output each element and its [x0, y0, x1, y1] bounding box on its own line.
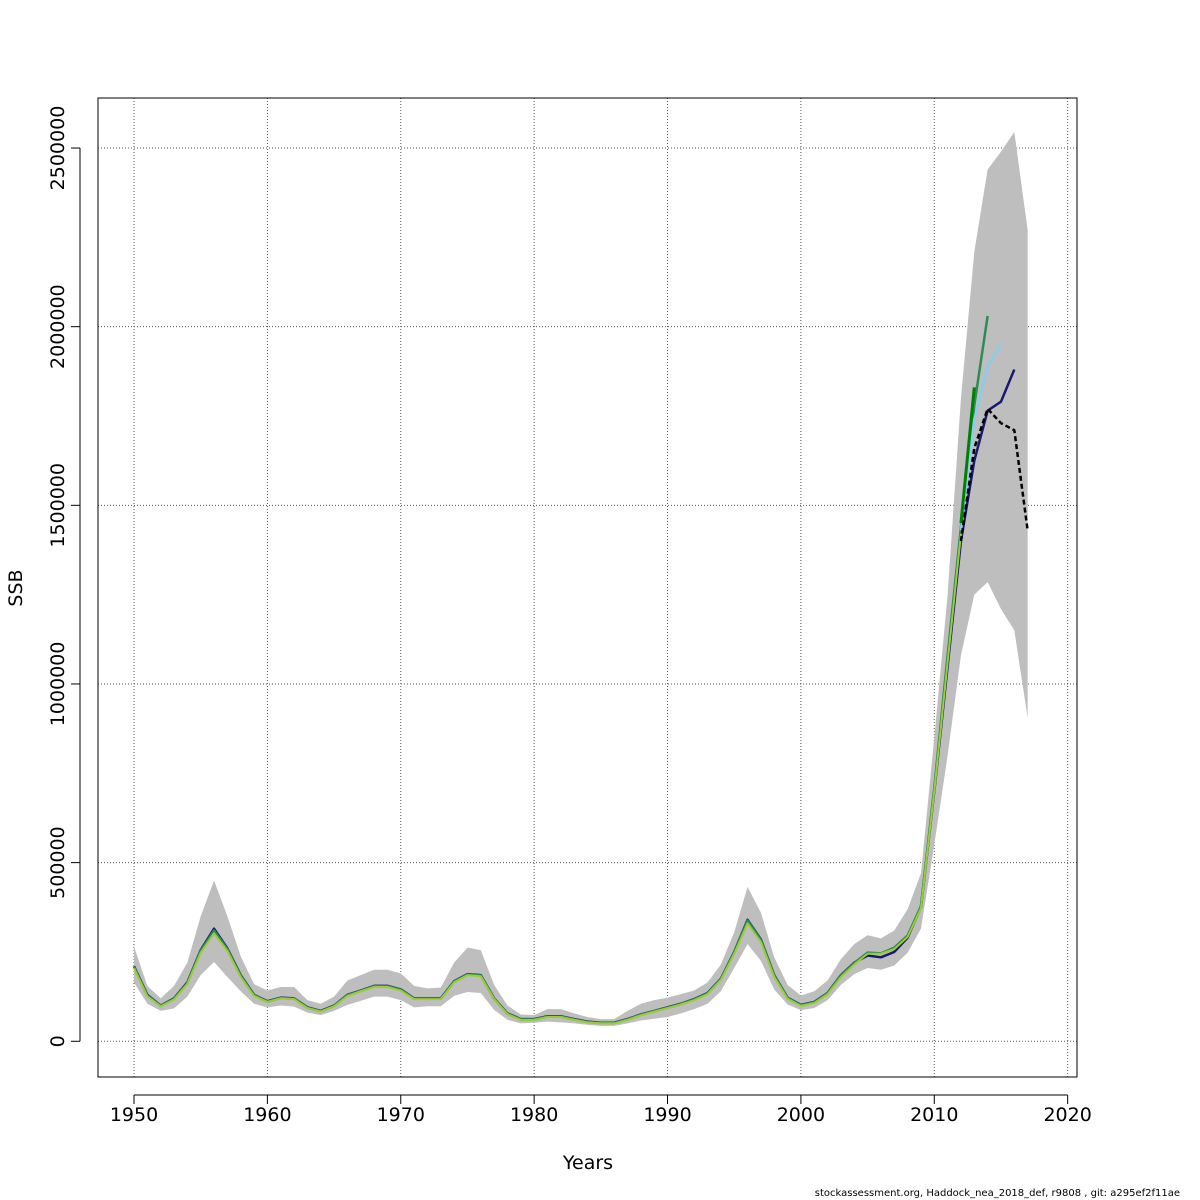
series-line-1 [132, 369, 1016, 1024]
plot-frame [97, 97, 1078, 1078]
x-tick-label: 1960 [243, 1104, 291, 1126]
y-tick-label: 1500000 [47, 463, 69, 548]
series-line-3 [959, 343, 1003, 531]
series-line-5 [133, 533, 962, 1025]
x-tick-label: 1990 [643, 1104, 691, 1126]
x-tick-label: 1970 [377, 1104, 425, 1126]
y-tick-label: 2500000 [47, 106, 69, 191]
confidence-band-area [134, 131, 1028, 1026]
grid [98, 98, 1077, 1077]
x-tick-label: 1950 [110, 1104, 158, 1126]
y-axis: 0 500000 1000000 1500000 2000000 2500000 [47, 106, 81, 1047]
y-tick-label: 2000000 [47, 284, 69, 369]
x-tick-label: 2000 [777, 1104, 825, 1126]
series-line-2 [132, 315, 989, 1025]
x-axis-title: Years [562, 1152, 613, 1174]
series-line-4 [959, 387, 976, 524]
x-tick-label: 2010 [910, 1104, 958, 1126]
y-tick-label: 500000 [47, 826, 69, 899]
x-axis: 1950 1960 1970 1980 1990 2000 2010 2020 [110, 1094, 1092, 1126]
series-line-6 [959, 407, 1029, 542]
footer-credit: stockassessment.org, Haddock_nea_2018_de… [815, 1188, 1180, 1199]
x-tick-label: 1980 [510, 1104, 558, 1126]
y-tick-label: 1000000 [47, 642, 69, 727]
y-tick-label: 0 [47, 1035, 69, 1047]
series-lines [132, 315, 1029, 1025]
confidence-band [134, 131, 1028, 1026]
x-tick-label: 2020 [1043, 1104, 1091, 1126]
y-axis-title: SSB [5, 569, 27, 606]
